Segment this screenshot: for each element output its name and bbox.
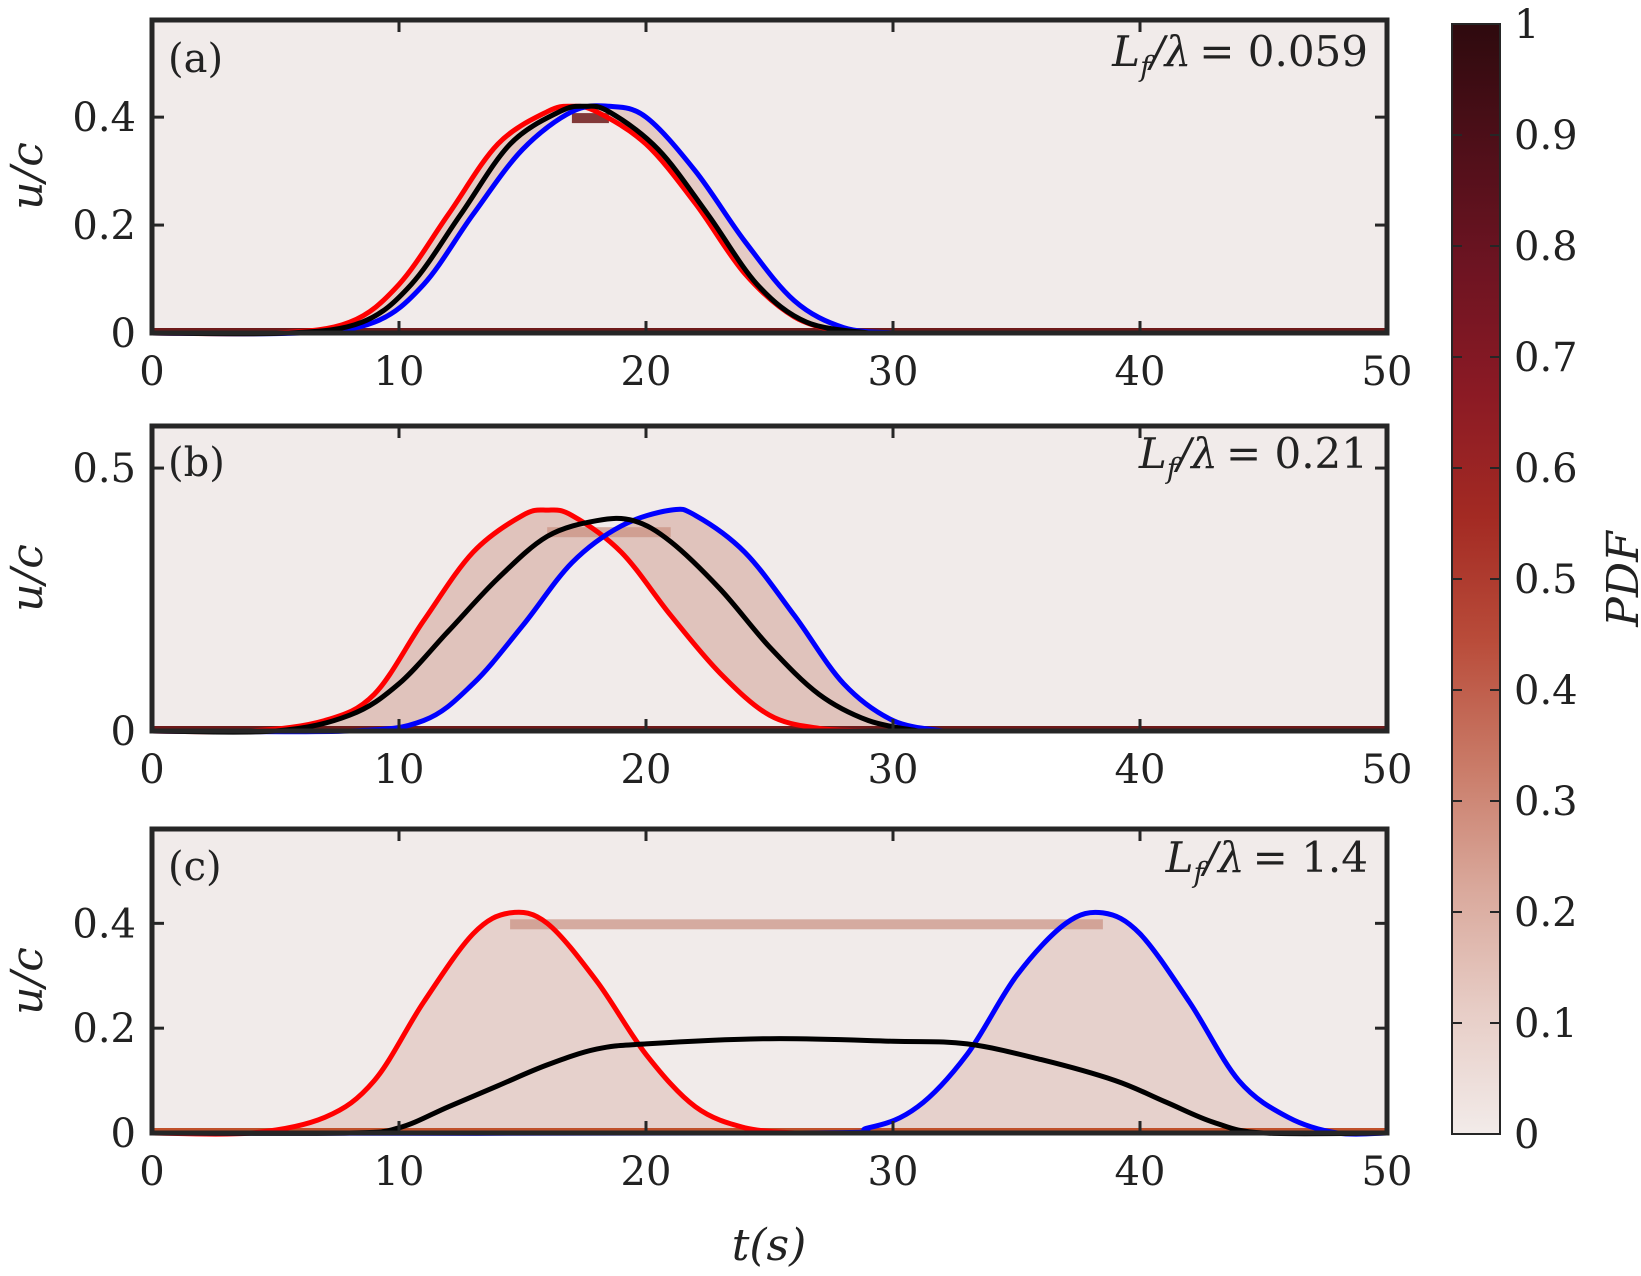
- colorbar-tick-label: 1: [1514, 2, 1539, 48]
- x-tick-label: 40: [1115, 1149, 1166, 1195]
- series-line: [151, 515, 919, 735]
- colorbar-tick-label: 0.5: [1514, 557, 1578, 603]
- y-tick-label: 0.2: [72, 203, 136, 249]
- series-line: [151, 103, 845, 337]
- series-lines: [151, 103, 894, 337]
- x-tick-label: 30: [868, 747, 919, 793]
- plot-frame: [149, 17, 1390, 336]
- x-tick-label: 10: [374, 349, 425, 395]
- plot-background: [152, 20, 1387, 333]
- panel-b: 0 10 20 30 40 50 0 0.5 (b) Lf/λ = 0.21 u/c: [2, 423, 1412, 793]
- ratio-annotation: Lf/λ = 1.4: [1165, 833, 1368, 889]
- series-line: [151, 1036, 1388, 1137]
- y-axis-label: u/c: [2, 947, 53, 1015]
- y-tick-label: 0: [111, 1111, 136, 1157]
- plot-background: [152, 829, 1387, 1133]
- x-axis-label: t(s): [732, 1220, 807, 1271]
- x-tick-label: 50: [1362, 1149, 1413, 1195]
- y-axis-label: u/c: [2, 142, 53, 210]
- x-tick-label: 10: [374, 747, 425, 793]
- y-tick-label: 0.4: [72, 95, 136, 141]
- pdf-shade: [152, 912, 1387, 1135]
- x-tick-label: 30: [868, 1149, 919, 1195]
- panel-label: (b): [168, 440, 225, 486]
- colorbar-tick-label: 0.9: [1514, 113, 1578, 159]
- colorbar: 0 0.1 0.2 0.3 0.4 0.5 0.6 0.7 0.8 0.9 1 PDF: [1451, 2, 1641, 1158]
- colorbar-tick-label: 0.7: [1514, 335, 1578, 381]
- plot-frame: [149, 423, 1390, 734]
- colorbar-label: PDF: [1598, 530, 1641, 628]
- panel-c: 0 10 20 30 40 50 0 0.2 0.4 (c) Lf/λ = 1.4 u/c t(s…: [2, 826, 1413, 1271]
- colorbar-tick-label: 0.2: [1514, 890, 1578, 936]
- x-tick-label: 20: [621, 747, 672, 793]
- series-line: [151, 507, 869, 735]
- y-tick-label: 0.2: [72, 1006, 136, 1052]
- panel-label: (c): [168, 844, 222, 890]
- axis-ticks: 0 10 20 30 40 50 0 0.5: [72, 426, 1412, 793]
- x-tick-label: 50: [1362, 349, 1413, 395]
- colorbar-tick-label: 0.6: [1514, 446, 1578, 492]
- axis-ticks: 0 10 20 30 40 50 0 0.2 0.4: [72, 20, 1412, 395]
- panel-a: 0 10 20 30 40 50 0 0.2 0.4 (a) Lf/λ = 0.059 u/c: [2, 17, 1412, 395]
- y-axis-label: u/c: [2, 544, 53, 612]
- x-tick-label: 20: [621, 349, 672, 395]
- x-tick-label: 40: [1115, 349, 1166, 395]
- colorbar-tick-label: 0: [1514, 1112, 1539, 1158]
- series-line: [151, 909, 795, 1137]
- series-lines: [151, 506, 943, 735]
- ratio-annotation: Lf/λ = 0.059: [1111, 27, 1368, 83]
- x-tick-label: 0: [139, 349, 164, 395]
- series-line: [151, 103, 869, 337]
- x-tick-label: 0: [139, 747, 164, 793]
- pdf-band: [152, 105, 1387, 334]
- plot-frame: [149, 826, 1390, 1136]
- colorbar-tick-label: 0.3: [1514, 779, 1578, 825]
- x-tick-label: 0: [139, 1149, 164, 1195]
- y-tick-label: 0: [111, 311, 136, 357]
- x-tick-label: 50: [1362, 747, 1413, 793]
- colorbar-ticks: 0 0.1 0.2 0.3 0.4 0.5 0.6 0.7 0.8 0.9 1: [1452, 2, 1578, 1158]
- x-tick-label: 40: [1115, 747, 1166, 793]
- pdf-shade: [152, 509, 943, 732]
- colorbar-tick-label: 0.4: [1514, 668, 1578, 714]
- series-line: [151, 506, 943, 735]
- colorbar-tick-label: 0.8: [1514, 224, 1578, 270]
- colorbar-tick-label: 0.1: [1514, 1001, 1578, 1047]
- y-tick-label: 0.4: [72, 901, 136, 947]
- ratio-annotation: Lf/λ = 0.21: [1138, 429, 1368, 485]
- x-tick-label: 30: [868, 349, 919, 395]
- series-line: [151, 103, 894, 337]
- x-tick-label: 10: [374, 1149, 425, 1195]
- y-tick-label: 0: [111, 709, 136, 755]
- x-tick-label: 20: [621, 1149, 672, 1195]
- pdf-peak-band: [510, 919, 1103, 930]
- pdf-peak-band: [571, 113, 609, 124]
- panel-label: (a): [168, 36, 223, 82]
- y-tick-label: 0.5: [72, 446, 136, 492]
